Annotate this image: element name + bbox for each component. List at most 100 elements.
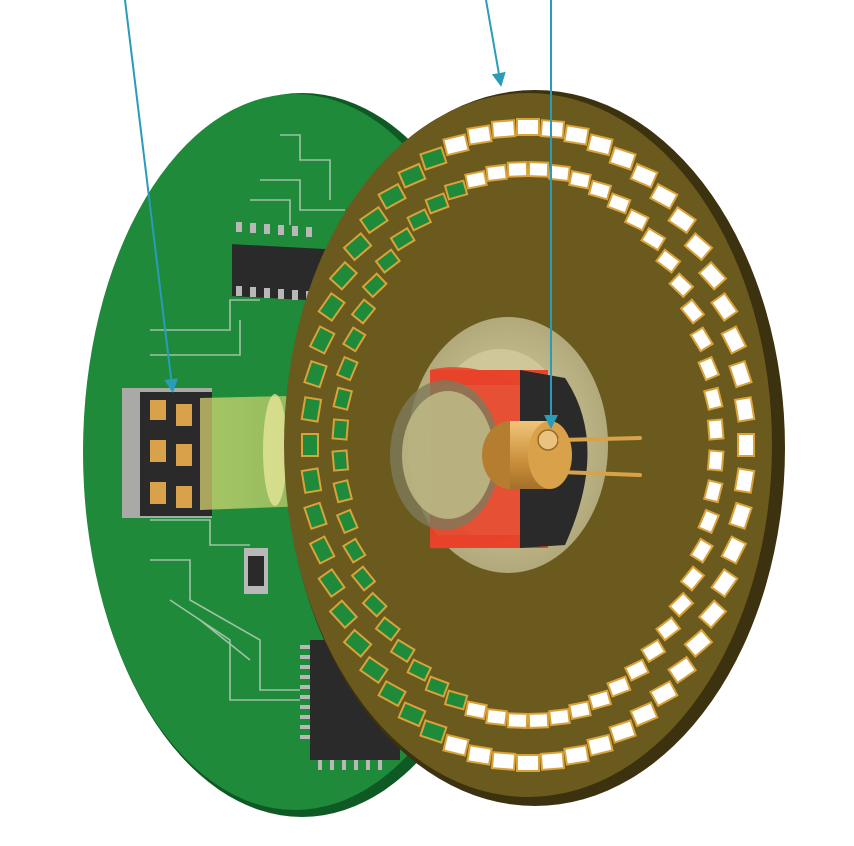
disk-slot-window — [626, 660, 648, 680]
disk-slot-window — [361, 208, 387, 232]
disk-slot-window — [377, 618, 399, 639]
photo-sensor — [122, 388, 212, 518]
disk-slot-window — [642, 229, 664, 249]
disk-slot-window — [682, 301, 703, 322]
disk-slot-window — [333, 451, 347, 470]
disk-slot-window — [651, 682, 677, 705]
disk-slot-window — [364, 275, 385, 296]
disk-slot-window — [642, 641, 664, 661]
disk-slot-window — [712, 570, 736, 596]
disk-slot-window — [736, 398, 754, 421]
disk-slot-window — [320, 294, 344, 320]
disk-slot-window — [570, 172, 590, 188]
disk-slot-window — [493, 753, 515, 769]
disk-slot-window — [466, 172, 486, 188]
disk-slot-window — [632, 703, 656, 725]
pcb-traces — [150, 134, 345, 701]
photo-sensor-pads — [150, 400, 192, 508]
disk-slot-window — [610, 148, 635, 169]
disk-slot-window — [334, 389, 351, 409]
disk-slot-window — [550, 165, 569, 180]
disk-slot-window — [311, 327, 333, 353]
disk-slot-window — [408, 660, 430, 680]
disk-slot-window — [466, 702, 486, 718]
code-disk — [284, 90, 785, 806]
disk-slot-window — [699, 511, 718, 532]
disk-slot-window — [508, 714, 527, 727]
disk-slot-window — [730, 362, 751, 386]
lens-ring — [390, 380, 500, 530]
ic-chip-lower-pins — [300, 645, 382, 770]
disk-slot-window — [518, 756, 538, 770]
disk-slot-window — [508, 163, 527, 176]
disk-slot-window — [723, 327, 745, 353]
disk-slot-window — [444, 736, 468, 755]
disk-slot-window — [345, 234, 370, 259]
disk-slot-window — [541, 121, 563, 137]
disk-slot-window — [338, 511, 357, 532]
disk-slot-window — [345, 631, 370, 656]
disk-slot-window — [331, 602, 356, 627]
disk-slot-window — [700, 263, 725, 288]
disk-slot-window — [610, 721, 635, 742]
disk-slot-window — [305, 362, 326, 386]
disk-slot-window — [468, 746, 491, 764]
disk-slot-window — [608, 677, 629, 696]
disk-slot-window — [303, 435, 317, 455]
disk-slot-window — [682, 568, 703, 589]
disk-slot-window — [427, 194, 448, 213]
disk-slot-window — [353, 301, 374, 322]
disk-slot-window — [487, 710, 506, 725]
disk-slot-window — [709, 451, 723, 470]
smd-component — [244, 548, 268, 594]
disk-slot-window — [709, 420, 723, 439]
disk-slot-window — [712, 294, 736, 320]
disk-slot-window — [446, 181, 466, 199]
disk-slot-window — [392, 229, 414, 249]
disk-callout — [485, 0, 506, 87]
disk-slot-window — [444, 135, 468, 154]
disk-slot-window — [669, 208, 695, 232]
disk-slot-window — [408, 210, 430, 230]
disk-slot-window — [333, 420, 347, 439]
led-leads — [558, 436, 642, 477]
disk-slot-window — [421, 721, 446, 742]
disk-slot-window — [493, 121, 515, 137]
disk-slot-window — [692, 540, 712, 561]
disk-slot-window — [608, 194, 629, 213]
disk-slot-window — [700, 602, 725, 627]
disk-slot-window — [671, 594, 692, 615]
disk-slot-window — [361, 658, 387, 682]
sensor-callout — [124, 0, 179, 393]
disk-slot-window — [305, 504, 326, 528]
disk-slot-window — [379, 682, 405, 705]
disk-slot-window — [334, 481, 351, 501]
disk-slot-window — [736, 469, 754, 492]
disk-slot-window — [565, 746, 588, 764]
disk-slot-window — [705, 389, 722, 409]
disk-slot-window — [400, 165, 424, 187]
disk-slot-window — [529, 714, 548, 727]
disk-slot-window — [427, 677, 448, 696]
disk-slot-window — [686, 631, 711, 656]
disk-slot-window — [377, 251, 399, 272]
disk-slot-window — [669, 658, 695, 682]
disk-slot-window — [705, 481, 722, 501]
disk-slot-window — [588, 135, 612, 154]
disk-slot-window — [400, 703, 424, 725]
disk-slot-window — [302, 469, 320, 492]
disk-slot-window — [446, 691, 466, 709]
code-disk-slots — [300, 118, 756, 772]
disk-slot-window — [344, 540, 364, 561]
disk-slot-window — [632, 165, 656, 187]
disk-slot-window — [692, 329, 712, 350]
disk-slot-window — [565, 126, 588, 144]
disk-slot-window — [320, 570, 344, 596]
disk-slot-window — [739, 435, 753, 455]
disk-slot-window — [723, 537, 745, 563]
callout-arrows — [124, 0, 558, 429]
disk-slot-window — [657, 251, 679, 272]
disk-slot-window — [651, 185, 677, 208]
disk-slot-window — [529, 163, 548, 176]
